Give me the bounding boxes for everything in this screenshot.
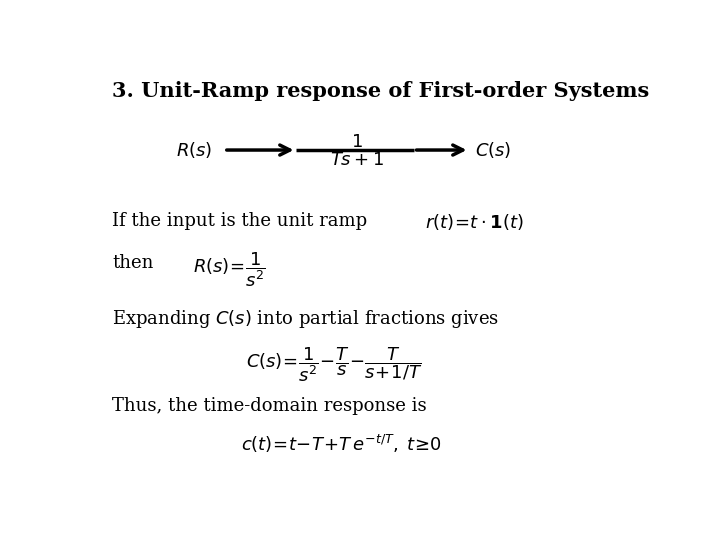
- Text: $R(s)$: $R(s)$: [176, 140, 213, 160]
- Text: 3. Unit-Ramp response of First-order Systems: 3. Unit-Ramp response of First-order Sys…: [112, 82, 649, 102]
- Text: $C(s)\!=\!\dfrac{1}{s^{2}}\!-\!\dfrac{T}{s}\!-\!\dfrac{T}{s\!+\!1/T}$: $C(s)\!=\!\dfrac{1}{s^{2}}\!-\!\dfrac{T}…: [246, 346, 423, 384]
- Text: then: then: [112, 254, 153, 272]
- Text: If the input is the unit ramp: If the input is the unit ramp: [112, 212, 367, 231]
- Text: $R(s)\!=\!\dfrac{1}{s^{2}}$: $R(s)\!=\!\dfrac{1}{s^{2}}$: [193, 250, 266, 288]
- Text: $\dfrac{1}{Ts+1}$: $\dfrac{1}{Ts+1}$: [330, 132, 386, 168]
- Text: Thus, the time-domain response is: Thus, the time-domain response is: [112, 397, 427, 415]
- Text: $C(s)$: $C(s)$: [475, 140, 511, 160]
- Text: Expanding $C(s)$ into partial fractions gives: Expanding $C(s)$ into partial fractions …: [112, 308, 499, 330]
- Text: $c(t)\!=\!t\!-\!T\!+\!T\,e^{-t/T},\;t\!\geq\!0$: $c(t)\!=\!t\!-\!T\!+\!T\,e^{-t/T},\;t\!\…: [240, 433, 441, 455]
- Text: $r(t)\!=\!t\cdot\mathbf{1}(t)$: $r(t)\!=\!t\cdot\mathbf{1}(t)$: [425, 212, 523, 232]
